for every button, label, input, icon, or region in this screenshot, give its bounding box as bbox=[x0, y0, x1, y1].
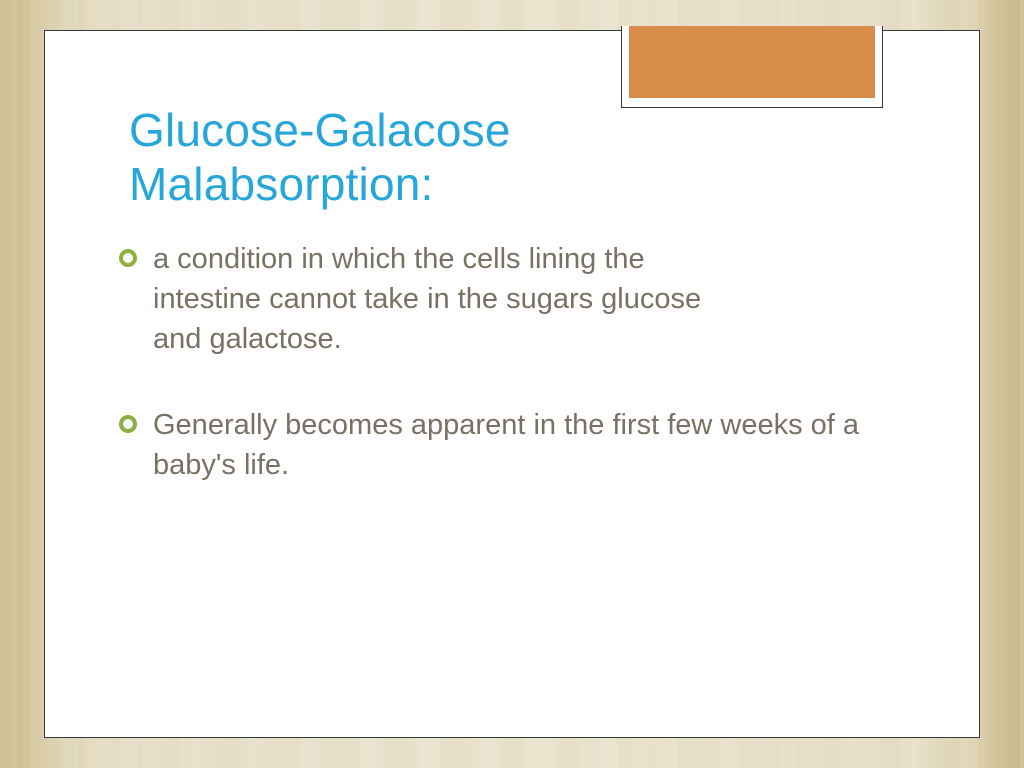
bullet-text: Generally becomes apparent in the first … bbox=[153, 405, 919, 485]
bullet-text: a condition in which the cells lining th… bbox=[153, 239, 713, 359]
slide-title: Glucose-Galacose Malabsorption: bbox=[129, 103, 689, 212]
content-card: Glucose-Galacose Malabsorption: a condit… bbox=[44, 30, 980, 738]
accent-tab bbox=[629, 26, 875, 98]
bullet-ring-icon bbox=[119, 249, 137, 267]
list-item: a condition in which the cells lining th… bbox=[119, 239, 919, 359]
bullet-list: a condition in which the cells lining th… bbox=[119, 239, 919, 531]
list-item: Generally becomes apparent in the first … bbox=[119, 405, 919, 485]
bullet-ring-icon bbox=[119, 415, 137, 433]
